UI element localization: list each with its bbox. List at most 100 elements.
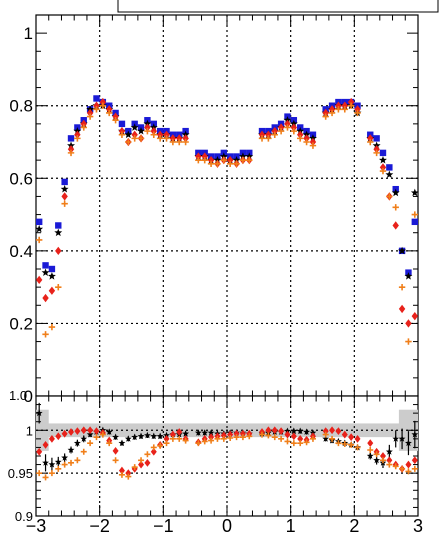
data-point-star <box>156 432 164 440</box>
data-point-cross <box>379 457 386 464</box>
data-point-diamond <box>297 434 304 443</box>
data-point-diamond <box>74 130 81 139</box>
data-point-cross <box>259 431 266 438</box>
data-point-star <box>411 430 419 438</box>
data-point-diamond <box>277 123 285 132</box>
data-point-cross <box>328 109 336 117</box>
data-point-star <box>86 430 94 438</box>
data-point-star <box>61 454 69 461</box>
data-point-star <box>137 432 145 440</box>
data-point-cross <box>233 434 240 441</box>
data-point-star <box>194 429 202 436</box>
data-point-star <box>35 224 44 233</box>
data-point-cross <box>265 432 272 439</box>
data-point-star <box>131 433 139 441</box>
data-point-star <box>67 446 75 453</box>
data-point-cross <box>278 435 285 442</box>
data-point-square <box>42 262 49 269</box>
data-point-cross <box>118 131 126 138</box>
data-point-square <box>55 222 62 229</box>
data-point-diamond <box>379 452 386 460</box>
data-point-diamond <box>176 134 183 143</box>
data-point-diamond <box>112 446 119 455</box>
data-point-diamond <box>335 427 342 436</box>
y-tick-label: 0 <box>24 387 33 406</box>
data-point-square <box>61 178 68 186</box>
data-point-star <box>207 429 215 436</box>
hidden-tick-fragment: 1.0 <box>9 388 27 403</box>
data-point-cross <box>405 338 412 345</box>
data-point-star <box>290 427 298 435</box>
data-point-cross <box>55 283 62 291</box>
data-point-square <box>93 95 100 102</box>
data-point-cross <box>36 470 43 477</box>
data-point-star <box>130 123 139 131</box>
y-tick-label: 0.4 <box>9 242 33 261</box>
data-point-cross <box>277 127 285 135</box>
data-point-diamond <box>48 286 56 295</box>
data-point-cross <box>208 437 215 444</box>
data-point-cross <box>354 109 361 117</box>
data-point-diamond <box>163 434 170 443</box>
data-point-diamond <box>87 426 94 435</box>
data-point-diamond <box>411 456 418 465</box>
data-point-cross <box>169 435 176 442</box>
data-point-diamond <box>284 430 291 439</box>
data-point-cross <box>246 433 253 440</box>
data-point-star <box>124 130 133 139</box>
data-point-star <box>398 246 406 255</box>
data-point-cross <box>182 437 189 444</box>
data-point-diamond <box>233 429 240 438</box>
data-point-cross <box>131 135 138 142</box>
data-point-diamond <box>335 101 342 110</box>
data-point-diamond <box>271 426 278 435</box>
data-point-diamond <box>112 112 119 121</box>
data-point-cross <box>246 156 253 164</box>
data-point-cross <box>214 435 221 442</box>
data-point-star <box>303 428 310 435</box>
y-tick-label: 0.8 <box>9 97 33 116</box>
data-point-cross <box>68 459 75 466</box>
data-point-cross <box>386 461 393 468</box>
data-point-cross <box>163 135 170 142</box>
legend-box <box>117 0 439 13</box>
data-point-diamond <box>67 145 75 154</box>
data-point-square <box>35 218 43 226</box>
data-point-cross <box>309 142 317 149</box>
data-point-square <box>379 149 387 157</box>
data-point-cross <box>354 444 361 451</box>
data-point-diamond <box>169 430 176 439</box>
data-point-square <box>67 135 75 142</box>
data-point-cross <box>61 461 68 468</box>
x-tick-label: 2 <box>349 516 359 534</box>
y-tick-label: 1 <box>26 423 33 438</box>
data-point-cross <box>367 447 374 453</box>
x-tick-label: −1 <box>153 516 174 534</box>
data-point-cross <box>118 471 125 478</box>
data-point-cross <box>112 457 119 464</box>
data-point-cross <box>284 124 291 131</box>
y-tick-label: 1 <box>24 24 33 43</box>
upper-data-points <box>35 95 419 345</box>
data-point-cross <box>227 435 234 441</box>
data-point-cross <box>411 465 418 472</box>
data-point-cross <box>74 457 81 464</box>
y-tick-label: 0.2 <box>9 314 33 333</box>
data-point-diamond <box>227 430 234 439</box>
data-point-cross <box>55 465 62 472</box>
data-point-cross <box>176 435 183 442</box>
data-point-diamond <box>131 130 138 139</box>
data-point-cross <box>99 431 106 438</box>
data-point-diamond <box>93 427 100 436</box>
data-point-star <box>366 452 374 459</box>
data-point-cross <box>131 464 138 471</box>
data-point-star <box>48 272 56 280</box>
data-point-cross <box>61 200 68 207</box>
x-tick-label: 1 <box>286 516 296 534</box>
data-point-diamond <box>265 426 272 435</box>
data-point-cross <box>348 441 355 448</box>
data-point-cross <box>284 438 291 445</box>
y-tick-label: 0.9 <box>15 509 33 524</box>
data-point-diamond <box>138 460 145 469</box>
data-point-star <box>35 409 43 417</box>
